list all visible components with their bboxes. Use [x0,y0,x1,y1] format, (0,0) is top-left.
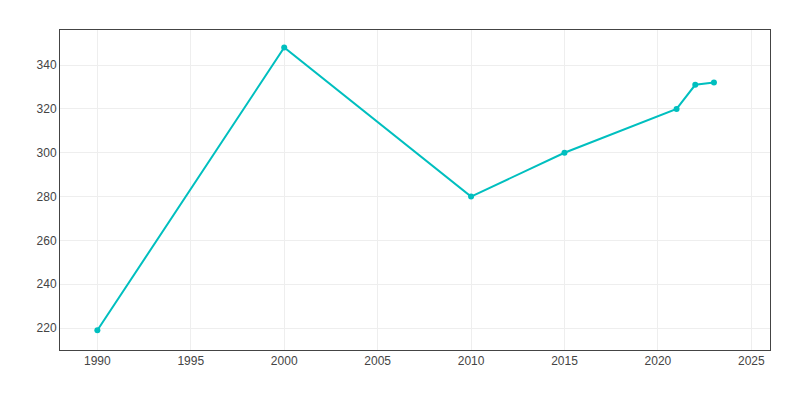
svg-text:2015: 2015 [551,354,578,368]
svg-text:2000: 2000 [271,354,298,368]
svg-text:1990: 1990 [84,354,111,368]
svg-text:2005: 2005 [364,354,391,368]
svg-text:220: 220 [37,321,57,335]
svg-text:240: 240 [37,277,57,291]
svg-text:280: 280 [37,190,57,204]
svg-text:260: 260 [37,234,57,248]
svg-text:320: 320 [37,102,57,116]
svg-text:2025: 2025 [738,354,765,368]
svg-text:2020: 2020 [645,354,672,368]
svg-text:340: 340 [37,58,57,72]
svg-text:2010: 2010 [458,354,485,368]
svg-text:300: 300 [37,146,57,160]
svg-text:1995: 1995 [177,354,204,368]
